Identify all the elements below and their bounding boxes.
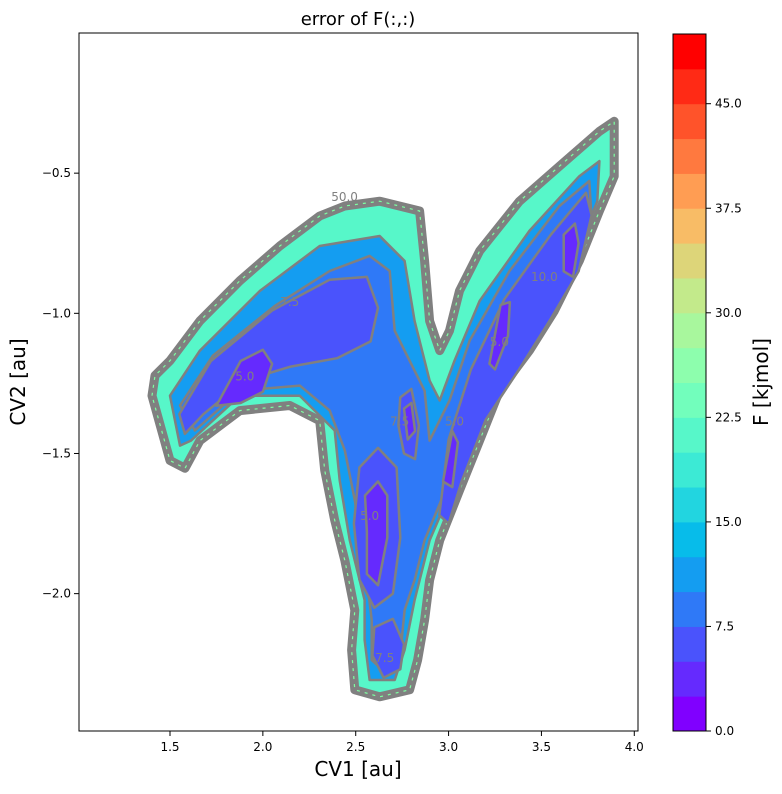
y-axis: −0.5 −1.0 −1.5 −2.0 bbox=[42, 166, 79, 601]
y-tick-label: −0.5 bbox=[42, 166, 71, 180]
colorbar-band bbox=[673, 138, 706, 174]
contour-label: 5.0 bbox=[235, 370, 254, 384]
x-tick-label: 3.5 bbox=[532, 740, 551, 754]
colorbar-band bbox=[673, 312, 706, 349]
colorbar-band bbox=[673, 487, 706, 523]
x-tick-label: 2.5 bbox=[346, 740, 365, 754]
contour-label: 7.5 bbox=[280, 295, 299, 309]
contour-region bbox=[363, 480, 389, 587]
contour-region bbox=[215, 348, 274, 408]
colorbar-tick-label: 0.0 bbox=[715, 724, 734, 738]
colorbar-tick-label: 15.0 bbox=[715, 515, 742, 529]
colorbar-band bbox=[673, 382, 706, 418]
y-tick-label: −1.5 bbox=[42, 446, 71, 460]
colorbar-band bbox=[673, 243, 706, 279]
contour-region bbox=[562, 222, 580, 279]
colorbar-band bbox=[673, 34, 706, 70]
contour-region bbox=[178, 275, 380, 436]
x-axis-label: CV1 [au] bbox=[314, 757, 401, 781]
y-tick-label: −1.0 bbox=[42, 306, 71, 320]
contour-region bbox=[371, 617, 406, 679]
colorbar-band bbox=[673, 661, 706, 697]
colorbar-band bbox=[673, 173, 706, 209]
plot-area: 50.0 7.5 5.0 7.5 5.0 5.0 5.0 10.0 7.5 bbox=[147, 116, 619, 702]
contour-label: 50.0 bbox=[331, 190, 358, 204]
contour-label: 5.0 bbox=[445, 414, 464, 428]
contour-region bbox=[441, 429, 460, 489]
colorbar-band bbox=[673, 591, 706, 627]
colorbar-band bbox=[673, 696, 706, 732]
contour-label: 5.0 bbox=[360, 509, 379, 523]
contour-label: 7.5 bbox=[390, 414, 409, 428]
colorbar-band bbox=[673, 626, 706, 662]
x-tick-label: 1.5 bbox=[160, 740, 179, 754]
colorbar-band bbox=[673, 347, 706, 383]
colorbar-band bbox=[673, 103, 706, 140]
colorbar-label: F [kjmol] bbox=[749, 338, 773, 426]
contour-label: 7.5 bbox=[375, 651, 394, 665]
colorbar-tick-label: 37.5 bbox=[715, 201, 742, 215]
x-tick-label: 4.0 bbox=[625, 740, 644, 754]
colorbar-frame bbox=[672, 33, 707, 732]
colorbar-band bbox=[673, 417, 706, 453]
contour-region bbox=[438, 191, 593, 525]
colorbar-band bbox=[673, 277, 706, 314]
colorbar-tick-label: 7.5 bbox=[715, 619, 734, 633]
contour-region bbox=[402, 401, 417, 441]
colorbar: 0.0 7.5 15.0 22.5 30.0 37.5 45.0 bbox=[672, 33, 742, 738]
colorbar-band bbox=[673, 68, 706, 105]
colorbar-tick-label: 30.0 bbox=[715, 306, 742, 320]
x-tick-label: 2.0 bbox=[253, 740, 272, 754]
contour-region bbox=[488, 300, 512, 371]
contour-label: 10.0 bbox=[531, 270, 558, 284]
colorbar-band bbox=[673, 208, 706, 244]
colorbar-tick-label: 22.5 bbox=[715, 410, 742, 424]
y-axis-label: CV2 [au] bbox=[6, 338, 30, 425]
colorbar-tick-label: 45.0 bbox=[715, 97, 742, 111]
x-tick-label: 3.0 bbox=[439, 740, 458, 754]
y-tick-label: −2.0 bbox=[42, 587, 71, 601]
colorbar-band bbox=[673, 556, 706, 593]
axes-frame bbox=[78, 32, 639, 732]
x-axis: 1.5 2.0 2.5 3.0 3.5 4.0 bbox=[160, 731, 644, 754]
contour-label: 5.0 bbox=[490, 335, 509, 349]
colorbar-band bbox=[673, 452, 706, 488]
colorbar-band bbox=[673, 521, 706, 558]
chart-title: error of F(:,:) bbox=[301, 9, 416, 30]
